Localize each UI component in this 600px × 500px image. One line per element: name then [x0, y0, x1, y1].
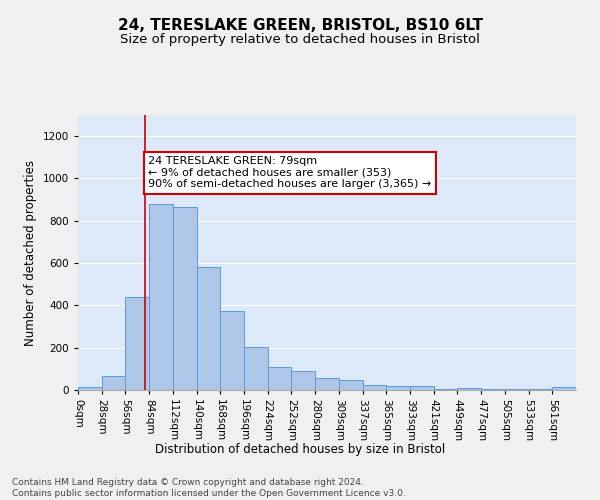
Text: 24 TERESLAKE GREEN: 79sqm
← 9% of detached houses are smaller (353)
90% of semi-: 24 TERESLAKE GREEN: 79sqm ← 9% of detach… [148, 156, 432, 190]
Bar [505, 389, 529, 390]
Bar [173, 207, 197, 390]
Bar [339, 380, 362, 390]
Bar [292, 372, 315, 390]
Text: Distribution of detached houses by size in Bristol: Distribution of detached houses by size … [155, 442, 445, 456]
Bar [552, 388, 576, 390]
Bar [197, 268, 220, 390]
Bar [362, 386, 386, 390]
Bar [149, 204, 173, 390]
Bar [268, 366, 292, 390]
Y-axis label: Number of detached properties: Number of detached properties [24, 160, 37, 346]
Bar [529, 389, 552, 390]
Bar [220, 310, 244, 390]
Bar [434, 389, 457, 390]
Text: 24, TERESLAKE GREEN, BRISTOL, BS10 6LT: 24, TERESLAKE GREEN, BRISTOL, BS10 6LT [118, 18, 482, 32]
Bar [78, 387, 102, 390]
Bar [125, 297, 149, 390]
Bar [315, 378, 339, 390]
Bar [457, 388, 481, 390]
Bar [244, 346, 268, 390]
Bar [386, 386, 410, 390]
Bar [102, 376, 125, 390]
Text: Size of property relative to detached houses in Bristol: Size of property relative to detached ho… [120, 32, 480, 46]
Text: Contains HM Land Registry data © Crown copyright and database right 2024.
Contai: Contains HM Land Registry data © Crown c… [12, 478, 406, 498]
Bar [481, 389, 505, 390]
Bar [410, 386, 434, 390]
